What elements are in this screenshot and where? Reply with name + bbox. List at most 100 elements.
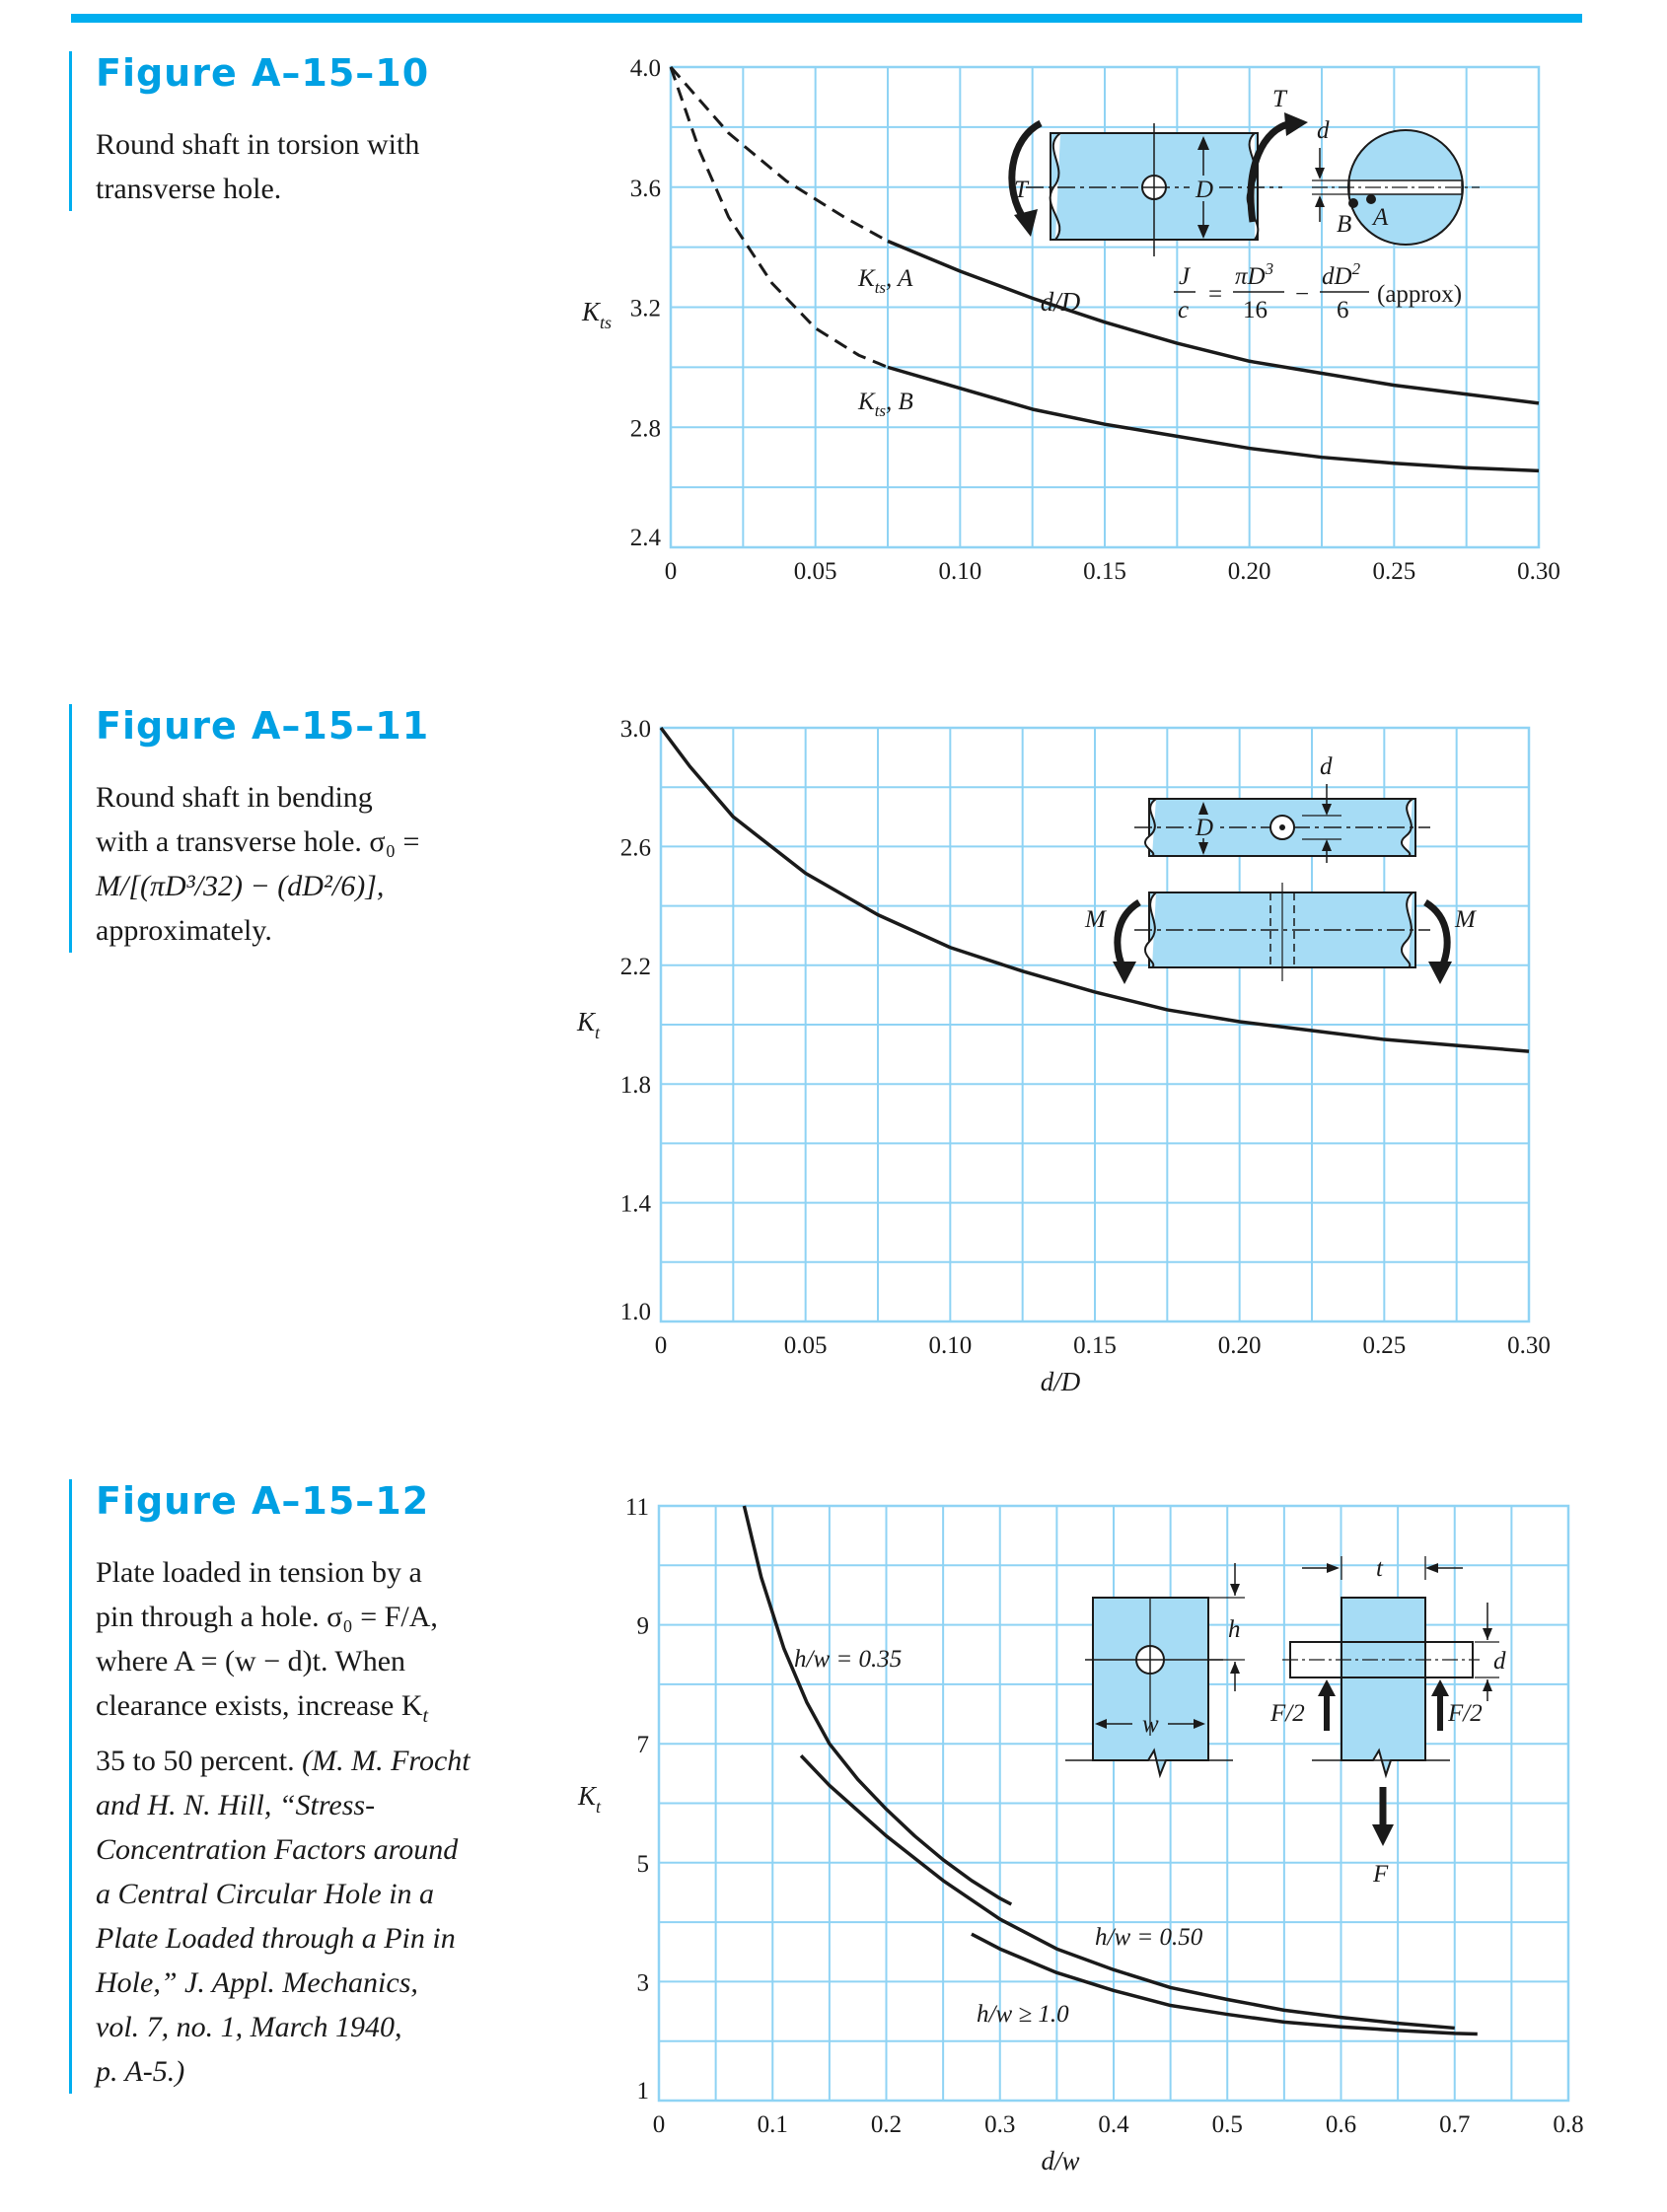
plate-pin-diagram: w h t d F/2 F/2 F [1065, 1555, 1506, 1888]
x-tick-label: 0.2 [871, 2111, 902, 2138]
x-tick-label: 0.10 [928, 1332, 972, 1359]
series-label: h/w ≥ 1.0 [977, 2001, 1069, 2028]
caption-line: transverse hole. [96, 173, 282, 205]
y-tick-label: 3 [637, 1969, 650, 1996]
reaction-label-left: F/2 [1269, 1700, 1305, 1727]
x-tick-label: 0.05 [784, 1332, 828, 1359]
moment-label-left: M [1084, 906, 1107, 933]
x-tick-label: 0 [653, 2111, 666, 2138]
svg-text:c: c [1178, 297, 1189, 323]
y-tick-label: 7 [637, 1732, 650, 1758]
y-tick-label: 3.0 [620, 716, 651, 743]
y-tick-label: 1.0 [620, 1299, 651, 1325]
figure-title: Figure A–15–12 [96, 1479, 430, 1523]
caption-line: pin through a hole. σ₀ = F/A, [96, 1601, 438, 1633]
caption-line: approximately. [96, 914, 272, 947]
caption-line: Round shaft in torsion with [96, 128, 420, 161]
x-tick-label: 0.25 [1362, 1332, 1406, 1359]
top-accent-bar [71, 14, 1582, 23]
figure-title: Figure A–15–10 [96, 51, 430, 95]
x-tick-label: 0.25 [1372, 558, 1415, 585]
load-arrow [1372, 1824, 1394, 1846]
series-line [971, 1932, 1478, 2036]
point-b-marker [1348, 198, 1358, 208]
shaft-break-left [1049, 132, 1061, 241]
svg-text:−: − [1295, 281, 1309, 308]
x-axis-label: d/D [1041, 1367, 1081, 1396]
edge-distance-label: h [1228, 1616, 1241, 1643]
caption-line: 35 to 50 percent. (M. M. Frocht [96, 1745, 471, 1777]
plate-side-view [1341, 1597, 1426, 1779]
x-tick-label: 0.7 [1439, 2111, 1470, 2138]
citation-line: and H. N. Hill, “Stress- [96, 1789, 376, 1821]
series-0 [659, 726, 1530, 1053]
series-1: Kts, B [669, 66, 1540, 473]
citation-line: Plate Loaded through a Pin in [96, 1922, 456, 1955]
y-axis-label: Kt [576, 1007, 601, 1042]
y-tick-label: 2.4 [630, 525, 662, 551]
y-tick-label: 3.2 [630, 296, 661, 322]
figure-a-15-10-caption-block: Figure A–15–10 Round shaft in torsion wi… [69, 51, 549, 211]
series-line [742, 1505, 1013, 1906]
pin-diameter-label: d [1493, 1648, 1506, 1675]
x-tick-label: 0.10 [938, 558, 981, 585]
figure-title: Figure A–15–11 [96, 704, 430, 748]
hole-diameter-label: d [1320, 753, 1333, 780]
citation-line: Hole,” J. Appl. Mechanics, [96, 1966, 418, 1999]
series-0: Kts, A [669, 66, 1540, 405]
diameter-label: D [1195, 177, 1213, 203]
torque-arrow-right [1247, 119, 1293, 223]
svg-text:dD2: dD2 [1322, 259, 1361, 290]
citation-line: a Central Circular Hole in a [96, 1878, 435, 1910]
caption-line: M/[(πD³/32) − (dD²/6)], [96, 870, 385, 902]
x-tick-label: 0.30 [1507, 1332, 1551, 1359]
x-tick-label: 0 [655, 1332, 668, 1359]
y-axis-label: Kt [577, 1781, 602, 1817]
series-label: h/w = 0.50 [1095, 1924, 1203, 1951]
reaction-label-right: F/2 [1447, 1700, 1483, 1727]
torsion-shaft-diagram: D T T d B A J c = πD3 16 − dD2 [1008, 86, 1480, 323]
svg-text:=: = [1208, 281, 1222, 308]
chart-kt-plate-pin: 0 0.1 0.2 0.3 0.4 0.5 0.6 0.7 0.8 1 3 5 7 9 11 d/w Kt h/w… [577, 1494, 1584, 2176]
x-tick-label: 0.4 [1098, 2111, 1129, 2138]
x-tick-label: 0.8 [1553, 2111, 1583, 2138]
series-label: Kts, A [857, 265, 913, 297]
series-label: h/w = 0.35 [794, 1646, 902, 1673]
series-line [799, 1754, 1455, 2031]
y-tick-label: 3.6 [630, 176, 661, 202]
y-tick-label: 2.6 [620, 834, 651, 861]
series-label: Kts, B [857, 389, 913, 420]
torque-label-left: T [1014, 177, 1030, 203]
y-tick-label: 1 [637, 2078, 650, 2105]
y-tick-label: 4.0 [630, 55, 661, 82]
point-a-marker [1366, 194, 1376, 204]
y-tick-label: 9 [637, 1613, 650, 1640]
bending-shaft-diagram: D d M M [1084, 753, 1477, 984]
svg-text:(approx): (approx) [1377, 281, 1462, 308]
reaction-arrow-left [1318, 1679, 1336, 1696]
caption-line: clearance exists, increase Kt [96, 1689, 429, 1727]
y-tick-label: 11 [625, 1494, 649, 1521]
series-line [887, 239, 1540, 405]
figure-caption: Plate loaded in tension by a pin through… [96, 1550, 549, 2094]
y-tick-label: 1.4 [620, 1191, 652, 1218]
svg-text:πD3: πD3 [1235, 259, 1273, 290]
figure-a-15-12-caption-block: Figure A–15–12 Plate loaded in tension b… [69, 1479, 549, 2094]
x-tick-label: 0.20 [1218, 1332, 1262, 1359]
series-1: h/w = 0.50 [799, 1754, 1455, 2031]
series-line-dashed [669, 66, 889, 243]
series-line [887, 365, 1540, 473]
figure-a-15-11-caption-block: Figure A–15–11 Round shaft in bending wi… [69, 704, 549, 953]
series-line-dashed [669, 66, 889, 369]
width-label: w [1142, 1711, 1159, 1738]
load-label: F [1372, 1861, 1389, 1888]
svg-text:6: 6 [1337, 297, 1349, 323]
caption-line: Round shaft in bending [96, 781, 373, 814]
x-tick-label: 0.15 [1073, 1332, 1117, 1359]
x-tick-label: 0.5 [1212, 2111, 1243, 2138]
caption-line: with a transverse hole. σ₀ = [96, 825, 420, 858]
y-tick-label: 5 [637, 1851, 650, 1878]
series-0: h/w = 0.35 [742, 1505, 1013, 1906]
grid [657, 1504, 1570, 2103]
plot-frame [657, 1504, 1570, 2103]
